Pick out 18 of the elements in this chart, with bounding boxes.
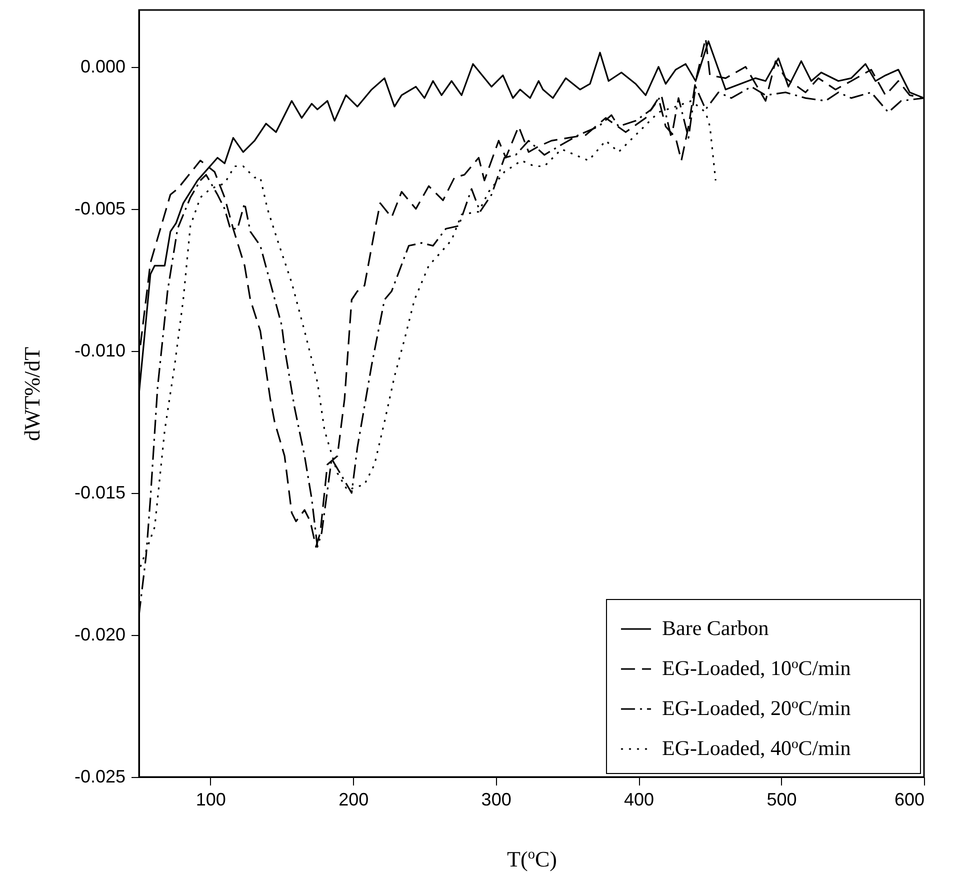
y-axis-title: dWT%/dT	[19, 346, 44, 442]
legend-label: EG-Loaded, 20$^{o}$C/min	[662, 696, 852, 720]
x-tick-label: 600	[894, 790, 924, 810]
x-tick-label: 500	[766, 790, 797, 810]
legend-label: EG-Loaded, 40$^{o}$C/min	[662, 736, 852, 760]
x-tick-label: 200	[338, 790, 369, 810]
y-tick-label: -0.010	[74, 340, 126, 360]
x-tick-label: 400	[624, 790, 654, 810]
x-axis-title: T($^{o}$C)	[507, 846, 557, 872]
x-tick-label: 300	[481, 790, 512, 810]
y-tick-label: -0.025	[74, 766, 126, 786]
y-tick-label: -0.020	[74, 624, 126, 644]
x-tick-label: 100	[196, 790, 226, 810]
y-tick-label: -0.015	[74, 482, 126, 502]
legend-label: Bare Carbon	[662, 616, 770, 640]
legend-label: EG-Loaded, 10$^{o}$C/min	[662, 656, 852, 680]
y-tick-label: -0.005	[74, 198, 126, 218]
y-tick-label: 0.000	[80, 56, 126, 76]
